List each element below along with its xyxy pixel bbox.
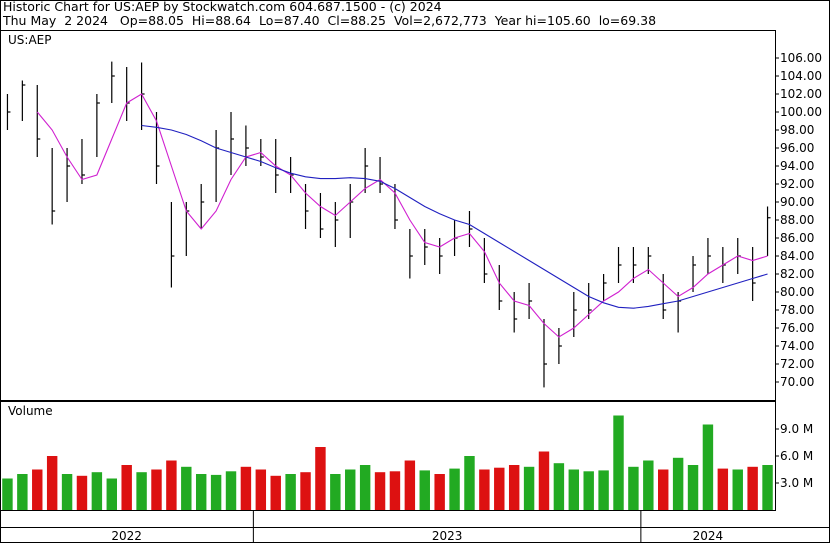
- volume-bar: [255, 469, 267, 510]
- symbol-label: US:AEP: [8, 33, 51, 47]
- volume-bar: [315, 447, 326, 510]
- volume-bar: [61, 474, 73, 510]
- volume-bar: [136, 472, 147, 510]
- volume-bar: [270, 475, 281, 510]
- volume-bar: [46, 456, 58, 510]
- volume-bar: [434, 474, 445, 510]
- volume-bar: [732, 469, 743, 510]
- y-tick-label: 98.00: [780, 123, 814, 137]
- volume-bar: [449, 468, 460, 510]
- y-tick-label: 92.00: [780, 177, 814, 191]
- x-tick-label: 2024: [693, 529, 724, 543]
- volume-bar: [762, 465, 773, 510]
- volume-bar: [225, 471, 237, 510]
- volume-bar: [240, 466, 252, 510]
- y-tick-label: 90.00: [780, 195, 814, 209]
- volume-bar: [568, 469, 580, 510]
- volume-bar: [210, 474, 222, 510]
- y-tick-label: 6.0 M: [780, 449, 813, 463]
- y-tick-label: 104.00: [780, 69, 822, 83]
- volume-bar: [285, 474, 296, 510]
- volume-bar: [553, 463, 565, 510]
- volume-bar: [345, 469, 356, 510]
- y-tick-label: 3.0 M: [780, 476, 813, 490]
- y-tick-label: 82.00: [780, 267, 814, 281]
- volume-bar: [628, 466, 639, 510]
- volume-bar: [374, 472, 386, 510]
- y-tick-label: 94.00: [780, 159, 814, 173]
- volume-bar: [32, 469, 43, 510]
- volume-bar: [2, 478, 13, 510]
- header-line: Thu May 2 2024 Op=88.05 Hi=88.64 Lo=87.4…: [2, 13, 656, 28]
- y-tick-label: 9.0 M: [780, 422, 813, 436]
- y-tick-label: 106.00: [780, 51, 822, 65]
- y-tick-label: 100.00: [780, 105, 822, 119]
- y-tick-label: 96.00: [780, 141, 814, 155]
- y-tick-label: 102.00: [780, 87, 822, 101]
- y-tick-label: 84.00: [780, 249, 814, 263]
- volume-bar: [672, 457, 684, 510]
- volume-bar: [151, 469, 162, 510]
- volume-bar: [181, 466, 192, 510]
- volume-bar: [583, 471, 594, 510]
- volume-bar: [538, 451, 550, 510]
- volume-bar: [508, 465, 520, 510]
- volume-bar: [613, 415, 624, 510]
- volume-bar: [359, 465, 371, 510]
- y-tick-label: 86.00: [780, 231, 814, 245]
- y-tick-label: 80.00: [780, 285, 814, 299]
- volume-bar: [166, 460, 177, 510]
- moving-average: [141, 124, 768, 309]
- volume-bar: [717, 468, 729, 510]
- volume-bar: [598, 470, 609, 510]
- price-panel: [0, 30, 776, 401]
- y-tick-label: 74.00: [780, 339, 814, 353]
- y-tick-label: 70.00: [780, 375, 814, 389]
- volume-bar: [76, 475, 88, 510]
- volume-bar: [702, 424, 714, 510]
- volume-bar: [479, 469, 490, 510]
- x-tick-label: 2023: [432, 529, 463, 543]
- volume-bar: [195, 474, 207, 510]
- volume-bar: [643, 460, 654, 510]
- volume-bar: [523, 466, 535, 510]
- volume-bar: [419, 470, 430, 510]
- volume-bar: [494, 467, 505, 510]
- volume-bar: [658, 469, 669, 510]
- volume-bar: [404, 460, 416, 510]
- y-tick-label: 72.00: [780, 357, 814, 371]
- moving-average: [36, 93, 768, 338]
- volume-bar: [91, 472, 103, 510]
- volume-bar: [300, 472, 311, 510]
- y-tick-label: 88.00: [780, 213, 814, 227]
- volume-bar: [389, 471, 401, 510]
- volume-bar: [330, 474, 341, 510]
- header-line: Historic Chart for US:AEP by Stockwatch.…: [3, 0, 442, 14]
- volume-bar: [687, 465, 699, 510]
- volume-bar: [747, 466, 758, 510]
- y-tick-label: 76.00: [780, 321, 814, 335]
- volume-bar: [121, 465, 132, 510]
- volume-label: Volume: [8, 404, 53, 418]
- volume-bar: [17, 474, 28, 510]
- y-tick-label: 78.00: [780, 303, 814, 317]
- volume-bar: [464, 456, 475, 510]
- volume-bar: [106, 478, 117, 510]
- x-tick-label: 2022: [111, 529, 142, 543]
